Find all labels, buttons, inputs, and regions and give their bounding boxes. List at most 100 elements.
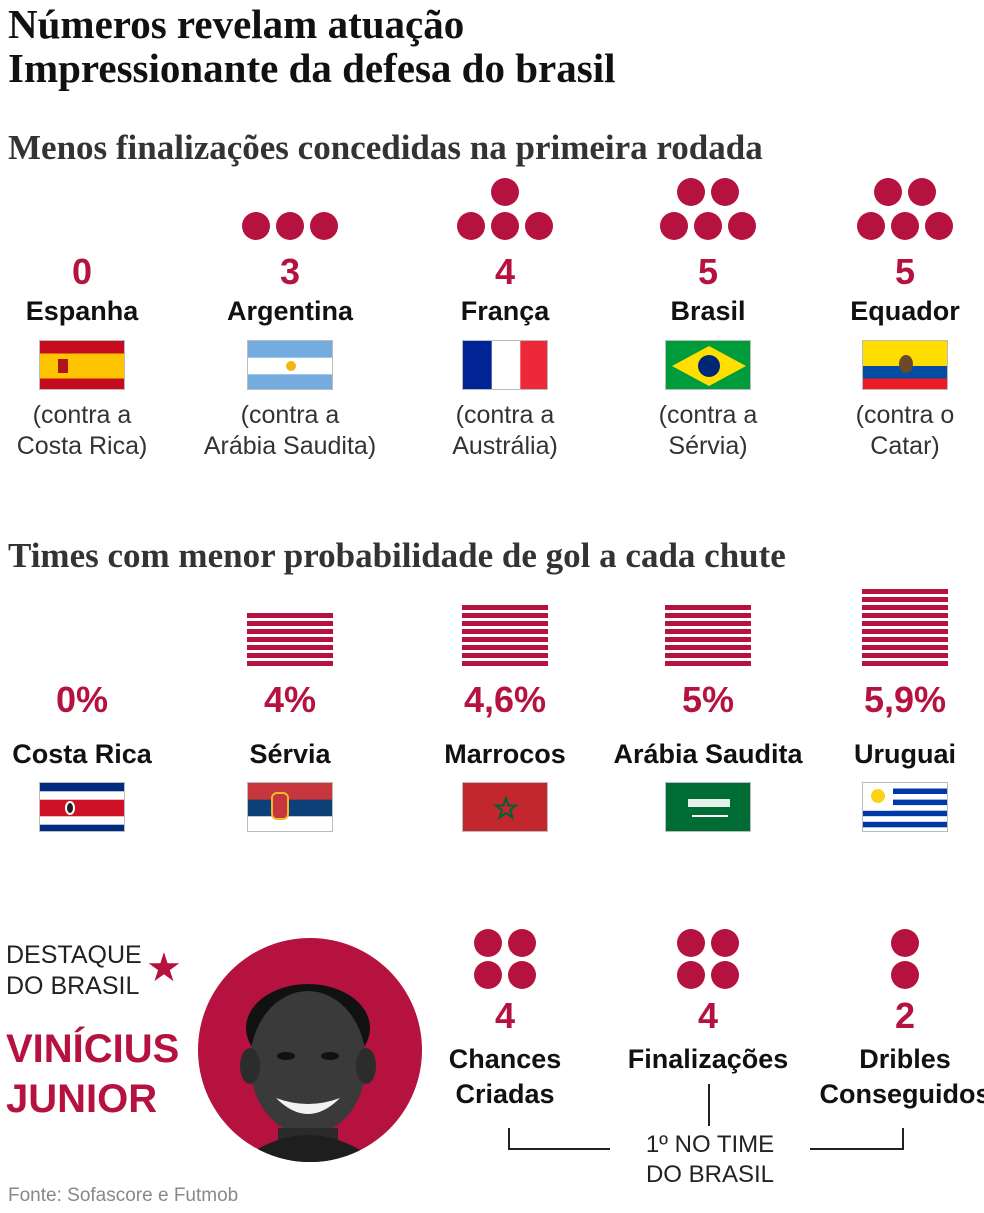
flag-france-icon xyxy=(462,340,548,390)
probability-value: 4% xyxy=(263,679,317,720)
probability-stripe xyxy=(862,621,948,626)
shot-dot xyxy=(711,178,739,206)
player-silhouette-icon xyxy=(238,984,378,1162)
star-icon: ★ xyxy=(146,946,182,990)
probability-stripe xyxy=(665,629,751,634)
probability-stripe xyxy=(247,661,333,666)
stat-name: Finalizações xyxy=(627,1044,789,1074)
shot-dot xyxy=(857,212,885,240)
probability-stripe xyxy=(462,621,548,626)
stat-dot xyxy=(677,961,705,989)
flag-costa-rica-icon xyxy=(39,782,125,832)
probability-stripe xyxy=(862,661,948,666)
shot-dot xyxy=(677,178,705,206)
shot-dot xyxy=(908,178,936,206)
shot-dot xyxy=(891,212,919,240)
probability-stripe xyxy=(665,645,751,650)
opponent-note: (contra a Austrália) xyxy=(452,401,558,460)
opponent-note: (contra a Costa Rica) xyxy=(16,401,148,460)
probability-stripe xyxy=(862,613,948,618)
probability-value: 0% xyxy=(55,679,109,720)
probability-stripe xyxy=(665,637,751,642)
probability-stripe xyxy=(462,637,548,642)
shot-dot xyxy=(728,212,756,240)
stat-name: Dribles Conseguidos xyxy=(819,1044,984,1109)
shot-dot xyxy=(660,212,688,240)
country-name: Marrocos xyxy=(444,739,566,769)
stat-dot xyxy=(711,961,739,989)
shot-dot xyxy=(491,212,519,240)
flag-morocco-icon xyxy=(462,782,548,832)
probability-stripe xyxy=(462,613,548,618)
flag-uruguay-icon xyxy=(862,782,948,832)
country-name: Arábia Saudita xyxy=(613,739,803,769)
player-portrait xyxy=(198,938,422,1162)
shot-dot xyxy=(276,212,304,240)
stat-dot xyxy=(474,961,502,989)
shots-value: 5 xyxy=(894,251,916,292)
flag-saudi-arabia-icon xyxy=(665,782,751,832)
bracket-center-tick xyxy=(708,1084,710,1126)
probability-stripe xyxy=(862,605,948,610)
country-name: Argentina xyxy=(226,296,353,326)
title-line-1: Números revelam atuação xyxy=(8,1,465,47)
stat-dot xyxy=(711,929,739,957)
probability-stripe xyxy=(665,653,751,658)
shot-dot xyxy=(310,212,338,240)
probability-stripe xyxy=(862,629,948,634)
country-name: Equador xyxy=(850,296,960,326)
country-name: Uruguai xyxy=(853,739,956,769)
opponent-note: (contra a Arábia Saudita) xyxy=(203,401,377,460)
probability-stripe xyxy=(247,637,333,642)
probability-stripe xyxy=(247,645,333,650)
probability-stripe xyxy=(462,605,548,610)
opponent-note: (contra a Sérvia) xyxy=(658,401,758,460)
probability-value: 5,9% xyxy=(863,679,947,720)
country-name: Espanha xyxy=(25,296,139,326)
probability-stripe xyxy=(862,653,948,658)
shot-dot xyxy=(694,212,722,240)
section-title-goal-probability: Times com menor probabilidade de gol a c… xyxy=(8,536,786,575)
shots-value: 3 xyxy=(279,251,301,292)
probability-stripe xyxy=(247,621,333,626)
probability-stripe xyxy=(665,605,751,610)
shots-value: 0 xyxy=(71,251,93,292)
shot-dot xyxy=(525,212,553,240)
probability-value: 5% xyxy=(681,679,735,720)
title-line-2: Impressionante da defesa do brasil xyxy=(8,45,616,91)
shot-dot xyxy=(925,212,953,240)
flag-brazil-icon xyxy=(665,340,751,390)
country-name: Sérvia xyxy=(249,739,331,769)
country-name: França xyxy=(460,296,550,326)
probability-stripe xyxy=(862,637,948,642)
flag-serbia-icon xyxy=(247,782,333,832)
probability-stripe xyxy=(247,653,333,658)
stat-value: 4 xyxy=(494,995,516,1036)
flag-spain-icon xyxy=(39,340,125,390)
opponent-note: (contra o Catar) xyxy=(855,401,955,460)
probability-stripe xyxy=(462,653,548,658)
stat-dot xyxy=(474,929,502,957)
probability-stripe xyxy=(462,629,548,634)
shots-value: 5 xyxy=(697,251,719,292)
probability-value: 4,6% xyxy=(463,679,547,720)
flag-argentina-icon xyxy=(247,340,333,390)
stat-name: Chances Criadas xyxy=(448,1044,562,1109)
probability-stripe xyxy=(247,629,333,634)
probability-stripe xyxy=(665,613,751,618)
stat-value: 2 xyxy=(894,995,916,1036)
probability-stripe xyxy=(862,645,948,650)
probability-stripe xyxy=(462,645,548,650)
probability-stripe xyxy=(862,597,948,602)
probability-stripe xyxy=(462,661,548,666)
stat-dot xyxy=(677,929,705,957)
shot-dot xyxy=(242,212,270,240)
shots-value: 4 xyxy=(494,251,516,292)
country-name: Brasil xyxy=(670,296,746,326)
bracket-right-tick xyxy=(902,1128,904,1150)
bracket-label: 1º NO TIME DO BRASIL xyxy=(610,1130,810,1190)
shot-dot xyxy=(491,178,519,206)
stat-value: 4 xyxy=(697,995,719,1036)
page-title: Números revelam atuação Impressionante d… xyxy=(8,2,968,90)
probability-stripe xyxy=(665,661,751,666)
